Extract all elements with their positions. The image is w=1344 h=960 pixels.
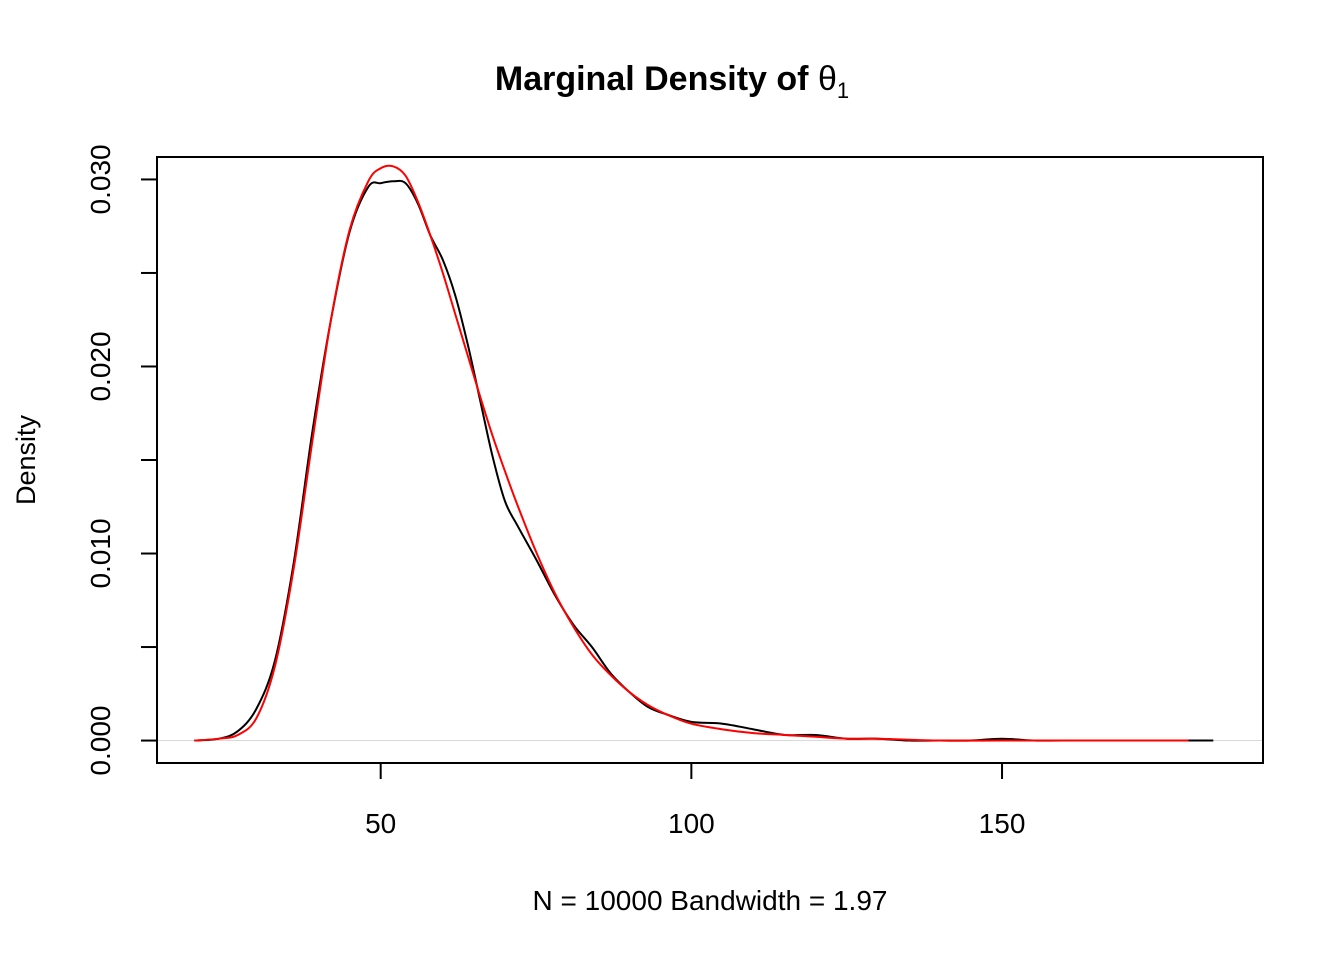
x-tick-label-150: 150 (979, 808, 1026, 839)
y-tick-label-4: 0.020 (85, 331, 116, 401)
x-tick-label-100: 100 (668, 808, 715, 839)
x-axis-label: N = 10000 Bandwidth = 1.97 (533, 885, 888, 916)
y-tick-label-2: 0.010 (85, 518, 116, 588)
y-tick-label-6: 0.030 (85, 144, 116, 214)
y-axis-label: Density (11, 414, 41, 505)
chart-title-symbol: θ (818, 60, 837, 98)
x-axis: 50 100 150 (365, 763, 1025, 839)
plot-frame (156, 156, 1264, 764)
chart-title-subscript: 1 (837, 78, 849, 103)
density-curve-red (194, 164, 1189, 742)
y-axis: 0.000 0.010 0.020 0.030 (85, 144, 157, 776)
x-tick-label-50: 50 (365, 808, 396, 839)
series-layer (157, 164, 1263, 742)
density-curve-black (194, 179, 1214, 742)
chart-title: Marginal Density of θ1 (495, 60, 849, 103)
y-tick-label-0: 0.000 (85, 706, 116, 776)
chart-title-text: Marginal Density of (495, 60, 818, 98)
